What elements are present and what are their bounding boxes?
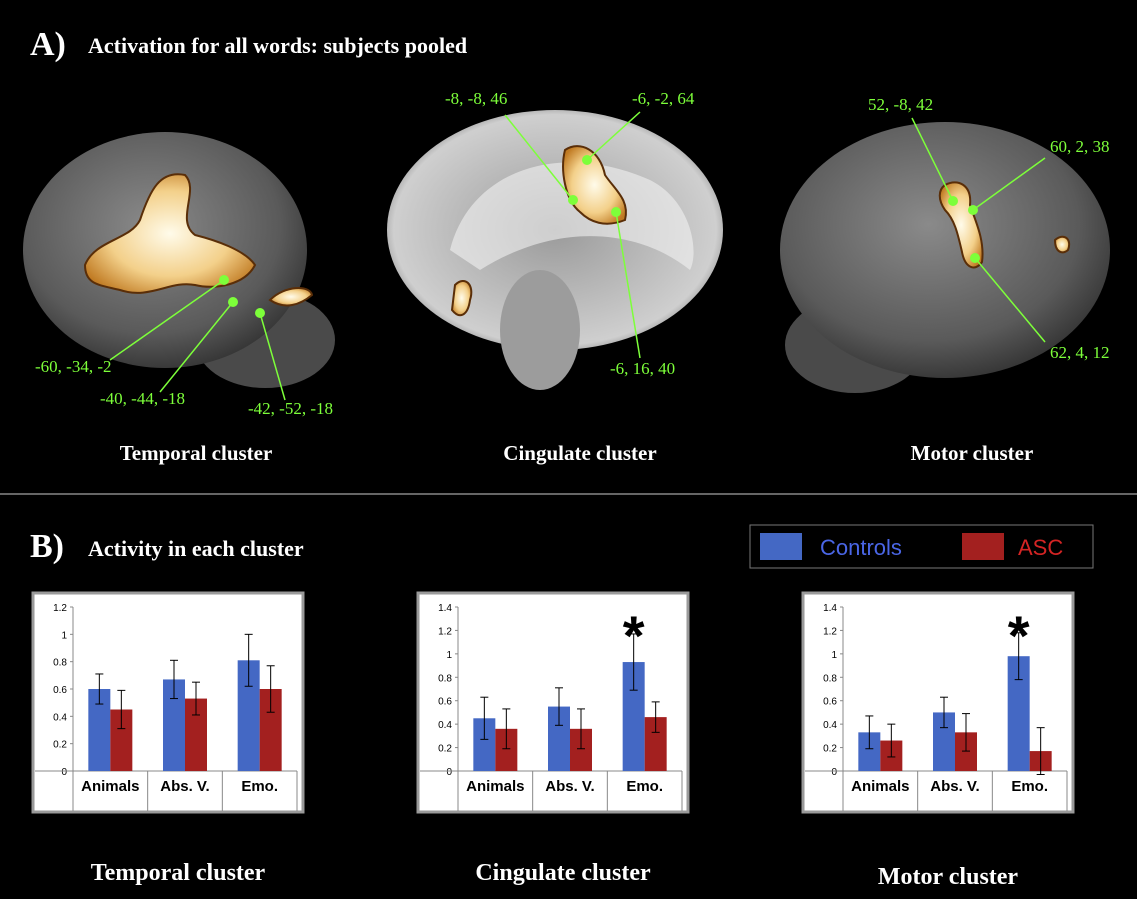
- y-tick-label: 1.4: [438, 603, 452, 614]
- brain-lateral-left: [23, 132, 335, 388]
- y-tick-label: 1: [446, 650, 452, 661]
- y-tick-label: 0.8: [823, 673, 837, 684]
- callout-dot: [228, 297, 238, 307]
- callout-dot: [582, 155, 592, 165]
- y-tick-label: 0.8: [438, 673, 452, 684]
- callout-dot: [611, 207, 621, 217]
- callout-dot: [255, 308, 265, 318]
- y-tick-label: 0: [61, 767, 67, 778]
- y-tick-label: 0.2: [53, 740, 67, 751]
- coordinate-label: -6, -2, 64: [632, 89, 695, 108]
- coordinate-label: -40, -44, -18: [100, 389, 185, 408]
- chart-title: Cingulate cluster: [475, 860, 651, 886]
- panel-label: A): [30, 26, 66, 63]
- y-tick-label: 0.6: [823, 697, 837, 708]
- coordinate-label: 62, 4, 12: [1050, 343, 1110, 362]
- coordinate-label: -60, -34, -2: [35, 357, 111, 376]
- legend-label: Controls: [820, 535, 902, 560]
- chart-title: Temporal cluster: [91, 860, 266, 886]
- significance-marker: *: [623, 604, 645, 667]
- brain-medial: [387, 110, 723, 390]
- y-tick-label: 0.4: [53, 712, 67, 723]
- figure-canvas: A) Activation for all words: subjects po…: [0, 0, 1137, 899]
- y-tick-label: 0.8: [53, 658, 67, 669]
- panel-title: Activation for all words: subjects poole…: [88, 33, 467, 58]
- x-tick-label: Emo.: [593, 778, 696, 796]
- coordinate-label: 52, -8, 42: [868, 95, 933, 114]
- callout-dot: [219, 275, 229, 285]
- chart-title: Motor cluster: [878, 864, 1019, 890]
- callout-dot: [968, 205, 978, 215]
- y-tick-label: 1.4: [823, 603, 837, 614]
- legend-swatch: [962, 533, 1004, 560]
- cluster-caption: Cingulate cluster: [503, 441, 656, 465]
- y-tick-label: 1.2: [823, 626, 837, 637]
- callout-dot: [568, 195, 578, 205]
- y-tick-label: 0: [446, 767, 452, 778]
- panel-title: Activity in each cluster: [88, 536, 304, 561]
- legend-swatch: [760, 533, 802, 560]
- cluster-caption: Motor cluster: [911, 441, 1034, 465]
- panel-label: B): [30, 528, 64, 565]
- legend-label: ASC: [1018, 535, 1063, 560]
- y-tick-label: 1: [831, 650, 837, 661]
- y-tick-label: 0: [831, 767, 837, 778]
- cluster-caption: Temporal cluster: [120, 441, 273, 465]
- y-tick-label: 0.2: [823, 744, 837, 755]
- x-tick-label: Emo.: [208, 778, 311, 796]
- y-tick-label: 0.4: [438, 720, 452, 731]
- significance-marker: *: [1008, 604, 1030, 667]
- figure: A) Activation for all words: subjects po…: [0, 0, 1137, 899]
- y-tick-label: 1.2: [53, 603, 67, 614]
- y-tick-label: 0.6: [53, 685, 67, 696]
- y-tick-label: 0.4: [823, 720, 837, 731]
- coordinate-label: -8, -8, 46: [445, 89, 507, 108]
- coordinate-label: -42, -52, -18: [248, 399, 333, 418]
- y-tick-label: 1.2: [438, 626, 452, 637]
- callout-dot: [970, 253, 980, 263]
- y-tick-label: 0.2: [438, 744, 452, 755]
- y-tick-label: 1: [61, 630, 67, 641]
- callout-dot: [948, 196, 958, 206]
- x-tick-label: Emo.: [978, 778, 1081, 796]
- y-tick-label: 0.6: [438, 697, 452, 708]
- coordinate-label: -6, 16, 40: [610, 359, 675, 378]
- coordinate-label: 60, 2, 38: [1050, 137, 1110, 156]
